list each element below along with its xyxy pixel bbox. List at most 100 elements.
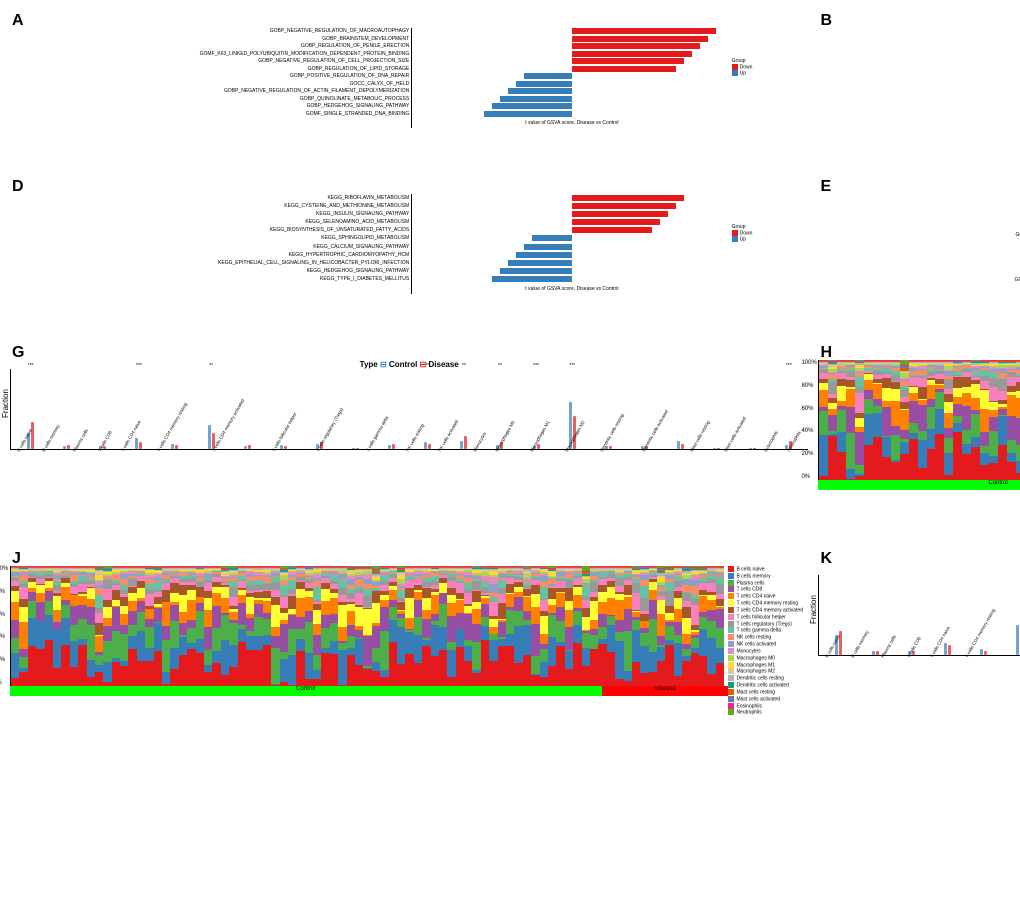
bar [572,58,684,64]
bar [572,227,652,233]
sample-column [120,566,128,686]
term-label: GOMF_SINGLE_STRANDED_DNA_BINDING [10,112,409,117]
legend-item: Dendritic cells resting [728,675,808,682]
box-disease [175,445,178,449]
significance: *** [555,363,590,369]
term-labels: KEGG_INSULIN_SIGNALING_PATHWAYKEGG_STERO… [818,28,1020,118]
sample-column [389,566,397,686]
bar [572,51,692,57]
term-label: KEGG_INSULIN_SIGNALING_PATHWAY [818,30,1020,35]
sample-column [514,566,522,686]
significance: *** [121,363,156,369]
y-axis-label: Fraction [1,389,10,418]
y-ticks: 100%80%60%40%20%0% [0,566,8,686]
significance: ** [410,363,445,369]
y-axis-label: Fraction [809,595,818,624]
sample-column [548,566,556,686]
sample-column [489,566,497,686]
sample-column [598,566,606,686]
sample-column [935,360,944,480]
box-control [244,446,247,449]
sample-column [154,566,162,686]
sample-column [372,566,380,686]
legend-item: T cells regulatory (Tregs) [728,621,808,628]
term-label: GOBP_NEGATIVE_REGULATION_OF_ACTIN_FILAME… [10,89,409,94]
sample-column [531,566,539,686]
term-label: KEGG_CYSTEINE_AND_METHIONINE_METABOLISM [10,204,409,209]
box-disease [31,422,34,449]
box-control [872,651,875,655]
legend-item: T cells CD4 naive [728,593,808,600]
sample-column [254,566,262,686]
box-control [424,442,427,449]
sample-column [271,566,279,686]
term-label: KEGG_ALPHA_LINOLENIC_ACID_METABOLISM [818,70,1020,75]
gsva-bar-panel-E: EGOBP_AGING GOBP_CELLULAR_RESPONSE_TO_BAC… [818,176,1020,334]
box-disease [464,436,467,449]
bar-plot: t value of GSVA score, Disease vs Contro… [411,194,731,294]
term-label: GOBP_AGING [818,195,1020,200]
legend-item: Neutrophils [728,709,808,716]
sample-column [472,566,480,686]
x-labels: B cells naiveB cells memoryPlasma cellsT… [10,450,808,455]
bar [572,219,660,225]
sample-column [855,360,864,480]
term-label: GOBP_POSITIVE_REGULATION_OF_EXTRINSIC_AP… [818,233,1020,238]
box-control [280,445,283,449]
term-label: GOBP_NEURON_NEURON_SYNAPTIC_TRANSMISSION [818,240,1020,245]
bar [508,260,572,266]
sample-column [640,566,648,686]
sample-column [405,566,413,686]
box-disease [139,442,142,449]
sample-column [170,566,178,686]
sample-column [36,566,44,686]
bar [524,244,572,250]
legend-item: B cells memory [728,573,808,580]
term-label: KEGG_ANTIGEN_PROCESSING_AND_PRESENTATION [818,95,1020,100]
box-control [944,643,947,655]
sample-column [296,566,304,686]
term-label: KEGG_HYPERTROPHIC_CARDIOMYOPATHY_HCM [10,253,409,258]
legend-item: Macrophages M1 [728,662,808,669]
sample-column [918,360,927,480]
sample-column [313,566,321,686]
panel-label: G [12,344,24,362]
box-disease [717,448,720,449]
box-control [677,441,680,449]
sample-column [128,566,136,686]
term-label: GOBP_BRAINSTEM_DEVELOPMENT [10,37,409,42]
term-label: KEGG_SELENOAMINO_ACID_METABOLISM [10,220,409,225]
bar [572,28,716,34]
legend-item: T cells CD4 memory activated [728,607,808,614]
stack-plot: 100%80%60%40%20%0% [10,566,724,686]
sample-column [321,566,329,686]
sample-column [145,566,153,686]
x-labels: B cells naiveB cells memoryPlasma cellsT… [818,656,1020,661]
term-label: KEGG_BIOSYNTHESIS_OF_UNSATURATED_FATTY_A… [10,228,409,233]
sample-column [716,566,724,686]
sample-column [330,566,338,686]
legend-item: Macrophages M0 [728,655,808,662]
term-label: GOBP_MYELOID_LEUKOCYTE_MEDIATED_IMMUNITY [818,225,1020,230]
sample-column [674,566,682,686]
sample-column [103,566,111,686]
legend-item: NK cells resting [728,634,808,641]
term-label: GOBP_MITOCHONDRIAL_TRANSCRIPTION [818,255,1020,260]
sample-column [431,566,439,686]
box-control [135,438,138,449]
bar [500,96,572,102]
panel-label: E [820,178,831,196]
sample-column [204,566,212,686]
control-strip: Control [10,686,602,696]
bar [484,111,572,117]
box-disease [392,444,395,449]
box-disease [248,445,251,449]
sample-column [864,360,873,480]
term-label: KEGG_TYPE_I_DIABETES_MELLITUS [10,277,409,282]
sample-column [846,360,855,480]
sample-column [900,360,909,480]
sample-column [699,566,707,686]
term-label: GOBP_CELLULAR_RESPONSE_TO_BACTERIAL_LIPO… [818,203,1020,208]
sample-column [909,360,918,480]
sample-column [447,566,455,686]
